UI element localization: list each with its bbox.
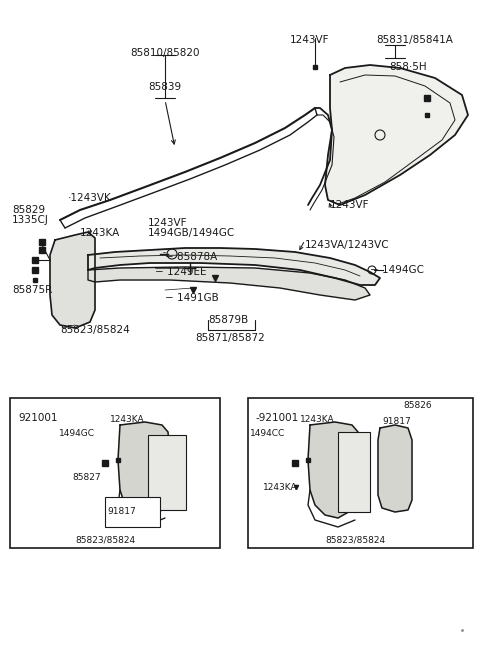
Text: 921001: 921001 [18, 413, 58, 423]
Text: − 85878A: − 85878A [165, 252, 217, 262]
Polygon shape [378, 425, 412, 512]
Bar [105, 497, 160, 527]
Text: 85823/85824: 85823/85824 [325, 535, 385, 545]
Polygon shape [88, 267, 370, 300]
Text: 1243VF: 1243VF [148, 218, 188, 228]
Text: 1243KA: 1243KA [110, 415, 145, 424]
Text: 1494CC: 1494CC [250, 430, 285, 438]
Text: 85839: 85839 [148, 82, 181, 92]
Text: 1243VF: 1243VF [290, 35, 330, 45]
Text: 1494GB/1494GC: 1494GB/1494GC [148, 228, 235, 238]
Text: 91817: 91817 [107, 507, 136, 516]
Text: 85875R: 85875R [12, 285, 52, 295]
Text: 1243KA: 1243KA [300, 415, 335, 424]
Text: 1243VA/1243VC: 1243VA/1243VC [305, 240, 390, 250]
Text: − 1494GC: − 1494GC [370, 265, 424, 275]
Text: 85826: 85826 [404, 401, 432, 411]
Text: 1243KA: 1243KA [263, 482, 298, 491]
Polygon shape [325, 65, 468, 205]
Text: 85829: 85829 [12, 205, 45, 215]
Bar [338, 432, 370, 512]
Text: 85810/85820: 85810/85820 [130, 48, 200, 58]
Text: ·1243VK: ·1243VK [68, 193, 112, 203]
Text: 85827: 85827 [72, 474, 101, 482]
Text: 1494GC: 1494GC [59, 430, 95, 438]
Bar [148, 435, 186, 510]
Text: 1335CJ: 1335CJ [12, 215, 49, 225]
Text: 91817: 91817 [382, 417, 411, 426]
Polygon shape [88, 248, 380, 285]
Text: 1243KA: 1243KA [80, 228, 120, 238]
Text: -921001: -921001 [256, 413, 299, 423]
Text: 85823/85824: 85823/85824 [60, 325, 130, 335]
Polygon shape [118, 422, 170, 518]
Text: 858·5H: 858·5H [389, 62, 427, 72]
Text: 85831/85841A: 85831/85841A [377, 35, 454, 45]
Text: 85823/85824: 85823/85824 [75, 535, 135, 545]
Polygon shape [50, 232, 95, 328]
Text: 1243VF: 1243VF [330, 200, 370, 210]
Text: − 1491GB: − 1491GB [165, 293, 219, 303]
Text: 85879B: 85879B [208, 315, 248, 325]
Bar [10, 398, 220, 548]
Text: 85871/85872: 85871/85872 [195, 333, 265, 343]
Text: − 1249EE: − 1249EE [155, 267, 206, 277]
Polygon shape [308, 422, 360, 518]
Bar [248, 398, 473, 548]
